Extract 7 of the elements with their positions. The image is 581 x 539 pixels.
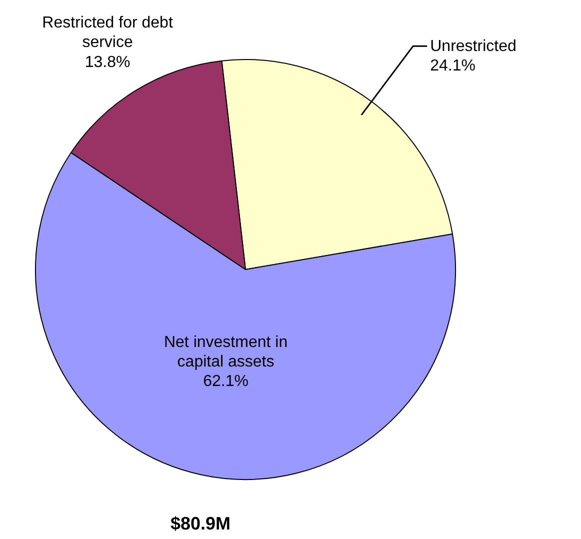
slice-label: Unrestricted (430, 38, 516, 56)
slice-label: Net investment in capital assets (164, 334, 288, 370)
data-label: 24.1% (430, 58, 476, 75)
text: $80.9M (170, 514, 231, 534)
data-label: 13.8% (84, 54, 130, 71)
data-label: 62.1% (203, 372, 248, 390)
slice-label: Restricted for debt service (42, 14, 174, 52)
